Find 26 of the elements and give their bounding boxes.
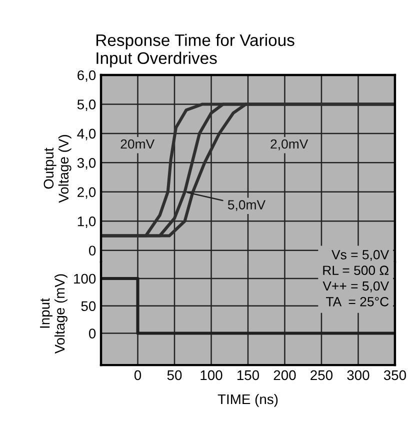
annotation: 2,0mV bbox=[270, 139, 308, 150]
y-tick-label: 50 bbox=[81, 301, 96, 312]
y-tick-label: 6,0 bbox=[78, 70, 96, 82]
chart-title: Response Time for Various Input Overdrives bbox=[96, 34, 294, 68]
annotation: 20mV bbox=[120, 139, 155, 149]
y-tick-label: 4,0 bbox=[77, 128, 96, 140]
x-axis-title: TIME (ns) bbox=[218, 394, 278, 407]
y-axis-title: Output Voltage (V) bbox=[44, 135, 72, 203]
x-tick-label: 300 bbox=[347, 370, 370, 380]
x-tick-label: 350 bbox=[384, 370, 406, 380]
y-tick-label: 100 bbox=[74, 274, 96, 284]
y-axis-title: Input Voltage (mV) bbox=[40, 274, 68, 354]
y-tick-label: 0 bbox=[88, 328, 96, 338]
x-tick-label: 50 bbox=[167, 370, 182, 380]
annotation: 5,0mV bbox=[228, 200, 266, 212]
y-tick-label: 5,0 bbox=[77, 100, 96, 112]
y-tick-label: 0 bbox=[88, 246, 96, 256]
x-tick-label: 200 bbox=[274, 370, 296, 380]
annotation: Vs = 5,0V RL = 500 Ω V++ = 5,0V TA = 25°C bbox=[322, 250, 390, 306]
y-tick-label: 2,0 bbox=[78, 187, 96, 199]
x-tick-label: 150 bbox=[237, 370, 260, 380]
x-tick-label: 100 bbox=[200, 370, 222, 380]
x-tick-label: 250 bbox=[310, 370, 333, 380]
x-tick-label: 0 bbox=[134, 370, 142, 380]
y-tick-label: 3,0 bbox=[77, 158, 96, 170]
y-tick-label: 1,0 bbox=[78, 216, 96, 228]
